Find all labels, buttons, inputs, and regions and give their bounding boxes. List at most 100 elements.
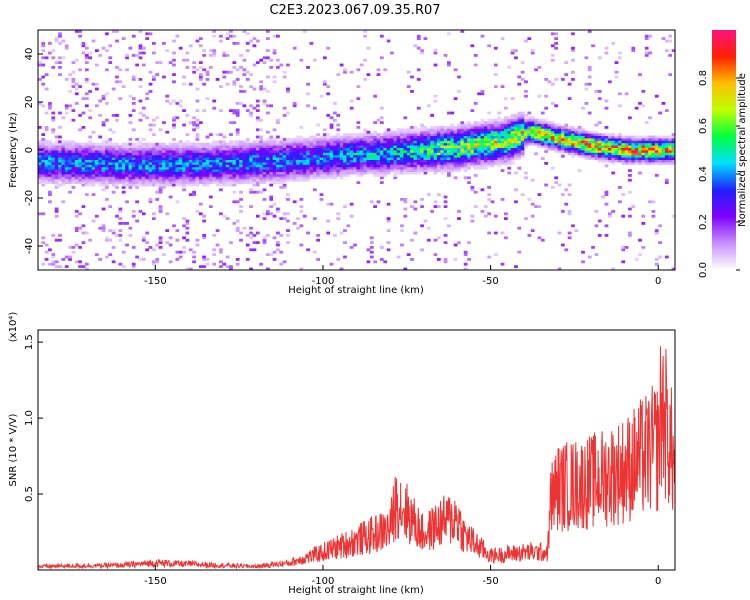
heatmap-cell: [611, 138, 616, 141]
heatmap-cell: [128, 114, 133, 117]
heatmap-cell: [624, 140, 629, 144]
heatmap-cell: [172, 80, 176, 84]
heatmap-cell: [467, 121, 471, 124]
heatmap-cell: [242, 159, 247, 163]
heatmap-cell: [497, 157, 502, 160]
heatmap-cell: [611, 210, 616, 213]
heatmap-cell: [386, 241, 391, 244]
heatmap-cell: [520, 138, 525, 141]
heatmap-cell: [292, 150, 297, 153]
heatmap-cell: [64, 142, 69, 146]
heatmap-cell: [232, 181, 237, 184]
heatmap-cell: [651, 200, 656, 204]
heatmap-cell: [373, 162, 378, 165]
heatmap-cell: [101, 147, 106, 151]
heatmap-cell: [383, 152, 388, 156]
heatmap-cell: [245, 138, 250, 141]
heatmap-cell: [336, 171, 341, 175]
heatmap-cell: [433, 49, 438, 52]
heatmap-cell: [356, 154, 361, 158]
heatmap-cell: [571, 224, 575, 228]
heatmap-cell: [195, 133, 200, 136]
heatmap-cell: [296, 176, 300, 180]
heatmap-cell: [135, 219, 139, 223]
heatmap-cell: [457, 166, 461, 170]
heatmap-cell: [48, 152, 52, 156]
heatmap-cell: [379, 138, 384, 141]
heatmap-cell: [38, 159, 42, 163]
heatmap-cell: [259, 128, 264, 132]
heatmap-cell: [487, 44, 491, 48]
heatmap-cell: [239, 169, 243, 172]
heatmap-cell: [514, 265, 518, 268]
heatmap-cell: [68, 154, 72, 158]
heatmap-cell: [269, 150, 274, 153]
heatmap-cell: [141, 157, 146, 160]
heatmap-cell: [272, 154, 277, 158]
heatmap-cell: [420, 164, 424, 168]
heatmap-cell: [239, 171, 243, 175]
heatmap-cell: [71, 178, 76, 182]
heatmap-cell: [436, 154, 441, 158]
heatmap-cell: [416, 145, 421, 148]
heatmap-cell: [222, 75, 227, 79]
heatmap-cell: [386, 135, 391, 139]
heatmap-cell: [252, 87, 257, 91]
heatmap-cell: [41, 49, 46, 52]
heatmap-cell: [416, 157, 421, 160]
heatmap-cell: [276, 174, 280, 177]
heatmap-cell: [430, 147, 435, 151]
heatmap-cell: [81, 166, 86, 170]
heatmap-cell: [524, 176, 528, 180]
heatmap-cell: [447, 174, 451, 177]
heatmap-cell: [125, 162, 129, 165]
heatmap-cell: [202, 219, 207, 223]
heatmap-cell: [108, 157, 113, 160]
heatmap-cell: [420, 142, 424, 146]
heatmap-cell: [369, 162, 374, 165]
heatmap-cell: [584, 56, 589, 60]
heatmap-cell: [550, 130, 555, 134]
heatmap-cell: [668, 39, 673, 43]
heatmap-cell: [520, 121, 525, 124]
heatmap-cell: [205, 97, 210, 100]
heatmap-cell: [135, 63, 139, 67]
heatmap-cell: [98, 166, 103, 170]
heatmap-cell: [457, 142, 461, 146]
heatmap-cell: [131, 181, 136, 184]
heatmap-cell: [433, 142, 438, 146]
heatmap-cell: [410, 159, 414, 163]
heatmap-cell: [420, 248, 424, 252]
heatmap-cell: [400, 135, 404, 139]
heatmap-cell: [436, 159, 441, 163]
heatmap-cell: [259, 169, 264, 172]
heatmap-cell: [390, 147, 394, 151]
heatmap-cell: [628, 152, 632, 156]
heatmap-cell: [500, 121, 505, 124]
heatmap-cell: [202, 150, 207, 153]
heatmap-cell: [101, 174, 106, 177]
heatmap-cell: [487, 150, 491, 153]
heatmap-cell: [376, 166, 381, 170]
heatmap-cell: [537, 66, 542, 69]
heatmap-cell: [379, 152, 384, 156]
heatmap-cell: [151, 78, 156, 81]
heatmap-cell: [91, 157, 96, 160]
heatmap-cell: [105, 238, 109, 242]
heatmap-cell: [510, 51, 515, 55]
heatmap-cell: [145, 178, 150, 182]
heatmap-cell: [125, 169, 129, 172]
heatmap-cell: [423, 145, 428, 148]
heatmap-cell: [517, 250, 522, 254]
heatmap-cell: [121, 250, 126, 254]
heatmap-cell: [172, 118, 176, 122]
heatmap-cell: [416, 106, 421, 110]
heatmap-cell: [343, 135, 347, 139]
heatmap-cell: [148, 90, 153, 93]
heatmap-cell: [155, 176, 160, 180]
heatmap-cell: [44, 166, 49, 170]
heatmap-cell: [487, 162, 491, 165]
heatmap-cell: [289, 178, 294, 182]
heatmap-cell: [162, 178, 166, 182]
heatmap-cell: [366, 154, 371, 158]
